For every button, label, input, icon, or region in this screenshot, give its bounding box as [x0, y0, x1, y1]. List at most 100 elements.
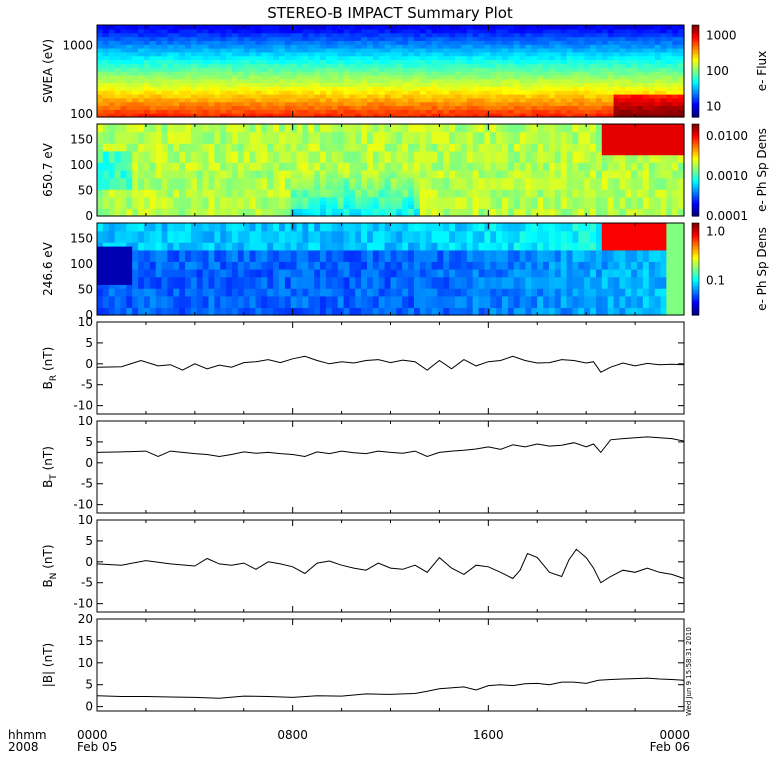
heatmap-cell: [660, 131, 667, 137]
heatmap-cell: [666, 55, 673, 61]
heatmap-cell: [595, 189, 603, 194]
heatmap-cell: [548, 162, 556, 167]
heatmap-cell: [185, 94, 192, 99]
heatmap-cell: [185, 154, 192, 160]
heatmap-cell: [525, 139, 532, 144]
heatmap-cell: [419, 200, 427, 206]
heatmap-cell: [314, 40, 321, 45]
heatmap-cell: [226, 131, 233, 137]
heatmap-cell: [413, 94, 421, 99]
heatmap-cell: [161, 90, 169, 95]
heatmap-cell: [378, 166, 386, 171]
heatmap-cell: [237, 74, 245, 80]
heatmap-cell: [208, 78, 215, 84]
heatmap-cell: [484, 44, 491, 49]
heatmap-cell: [472, 177, 480, 183]
heatmap-cell: [273, 204, 280, 209]
heatmap-cell: [531, 208, 538, 213]
heatmap-cell: [185, 101, 192, 107]
heatmap-cell: [155, 55, 163, 61]
heatmap-cell: [290, 40, 298, 45]
heatmap-cell: [396, 71, 403, 76]
heatmap-cell: [513, 150, 521, 156]
heatmap-cell: [161, 105, 169, 110]
heatmap-cell: [237, 189, 245, 194]
heatmap-cell: [513, 196, 521, 202]
heatmap-cell: [237, 48, 245, 53]
heatmap-cell: [578, 196, 585, 202]
heatmap-cell: [284, 185, 292, 190]
heatmap-cell: [161, 36, 169, 41]
heatmap-cell: [267, 150, 274, 156]
heatmap-cell: [296, 78, 304, 84]
heatmap-cell: [138, 86, 145, 91]
heatmap-cell: [531, 124, 538, 129]
heatmap-cell: [496, 158, 503, 163]
heatmap-cell: [220, 59, 227, 64]
heatmap-cell: [331, 86, 339, 91]
heatmap-cell: [484, 158, 491, 163]
heatmap-cell: [496, 150, 503, 156]
heatmap-cell: [543, 193, 550, 198]
heatmap-cell: [102, 67, 110, 72]
heatmap-cell: [132, 143, 139, 148]
heatmap-cell: [648, 173, 656, 179]
heatmap-cell: [396, 147, 403, 152]
heatmap-cell: [220, 67, 227, 72]
heatmap-cell: [196, 127, 204, 133]
heatmap-cell: [278, 86, 286, 91]
heatmap-cell: [472, 189, 480, 194]
heatmap-cell: [449, 189, 456, 194]
heatmap-cell: [613, 181, 621, 186]
heatmap-cell: [273, 82, 280, 87]
heatmap-cell: [120, 158, 127, 163]
heatmap-cell: [132, 67, 139, 72]
heatmap-cell: [255, 204, 262, 209]
heatmap-cell: [355, 139, 362, 144]
heatmap-cell: [143, 189, 151, 194]
heatmap-cell: [566, 143, 574, 148]
heatmap-cell: [595, 158, 603, 163]
heatmap-cell: [507, 25, 515, 30]
heatmap-cell: [267, 135, 274, 140]
heatmap-cell: [666, 170, 673, 175]
heatmap-cell: [97, 173, 104, 179]
heatmap-cell: [566, 208, 574, 213]
heatmap-cell: [249, 127, 257, 133]
heatmap-cell: [255, 59, 262, 64]
heatmap-cell: [143, 28, 151, 34]
heatmap-cell: [613, 170, 621, 175]
heatmap-cell: [660, 101, 667, 107]
heatmap-cell: [349, 185, 356, 190]
heatmap-cell: [302, 32, 309, 38]
heatmap-cell: [302, 143, 309, 148]
heatmap-cell: [255, 200, 262, 206]
heatmap-cell: [678, 150, 685, 156]
heatmap-cell: [243, 127, 251, 133]
heatmap-cell: [273, 181, 280, 186]
heatmap-cell: [402, 28, 409, 34]
heatmap-cell: [660, 28, 667, 34]
heatmap-cell: [284, 212, 292, 217]
heatmap-cell: [261, 101, 268, 107]
heatmap-cell: [331, 208, 339, 213]
heatmap-cell: [161, 40, 169, 45]
heatmap-cell: [126, 28, 133, 34]
heatmap-cell: [149, 82, 157, 87]
heatmap-cell: [284, 177, 292, 183]
heatmap-cell: [296, 177, 304, 183]
heatmap-cell: [355, 135, 362, 140]
heatmap-cell: [161, 139, 169, 144]
heatmap-cell: [249, 204, 257, 209]
heatmap-cell: [455, 189, 462, 194]
heatmap-cell: [613, 25, 621, 30]
heatmap-cell: [578, 28, 585, 34]
heatmap-cell: [595, 139, 603, 144]
heatmap-cell: [642, 51, 650, 57]
heatmap-cell: [161, 162, 169, 167]
heatmap-cell: [273, 32, 280, 38]
heatmap-cell: [460, 55, 468, 61]
heatmap-cell: [325, 124, 333, 129]
heatmap-cell: [502, 67, 509, 72]
heatmap-cell: [460, 82, 468, 87]
